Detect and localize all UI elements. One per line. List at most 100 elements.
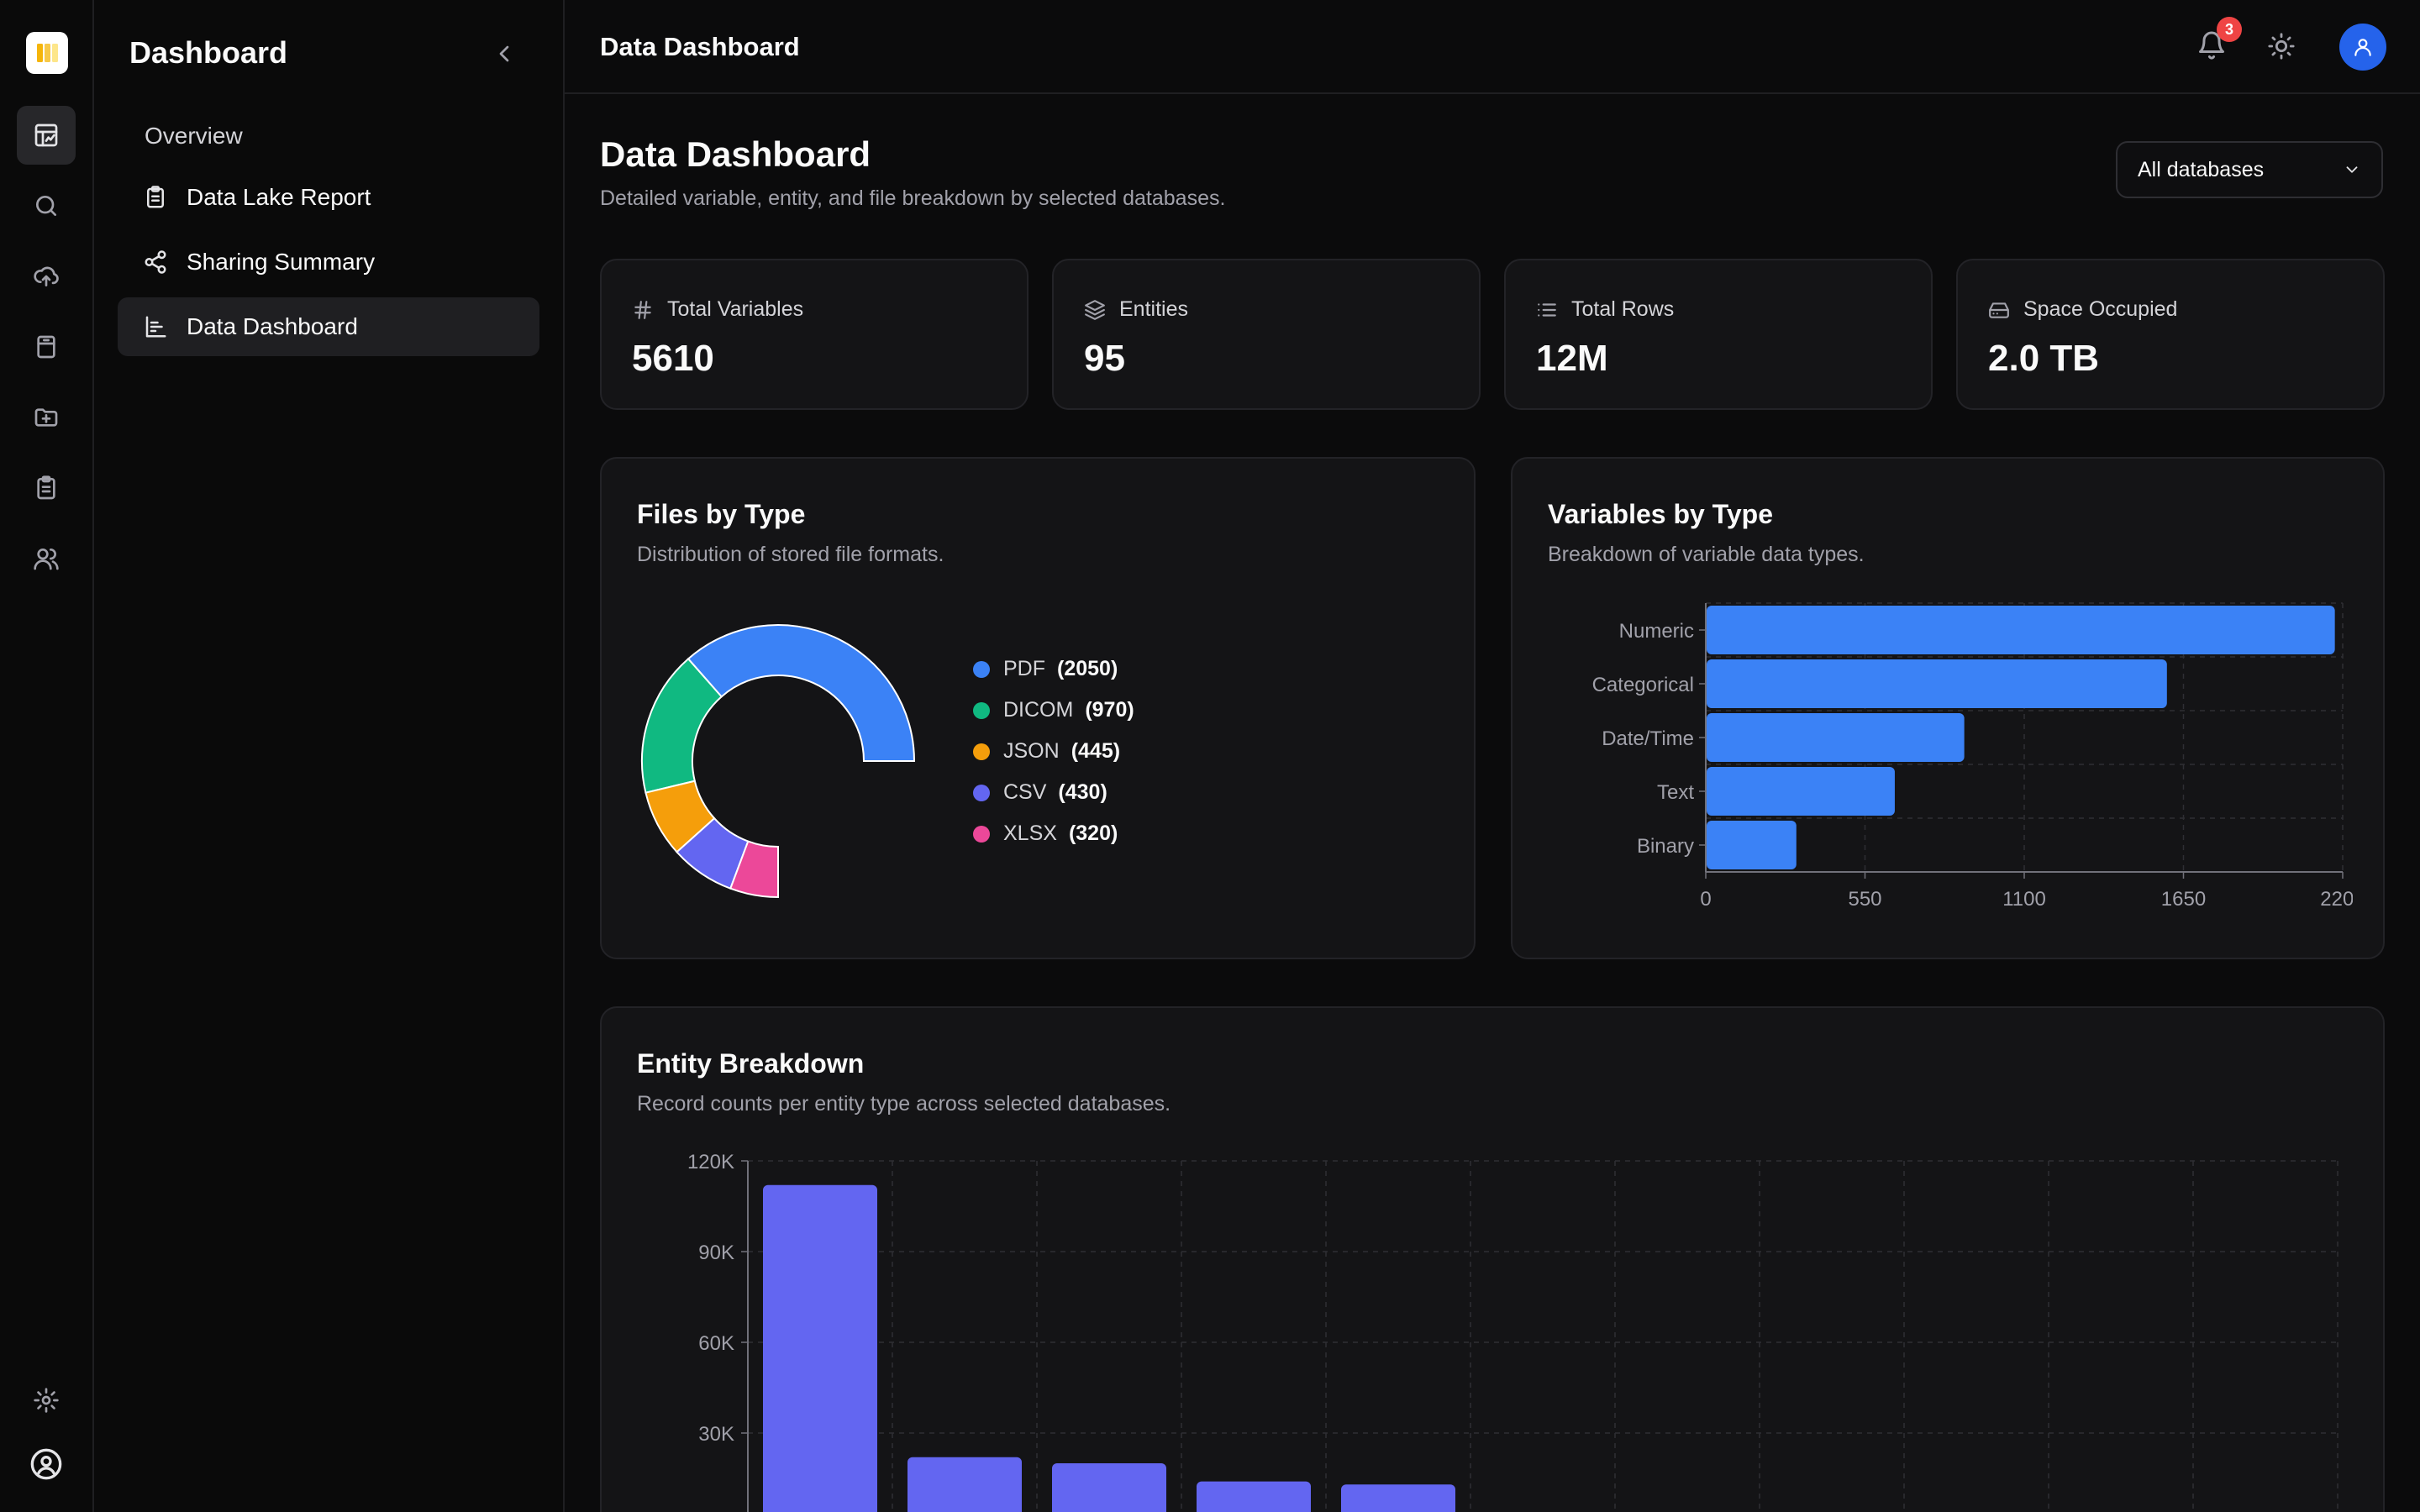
- entity-bar[interactable]: [763, 1184, 877, 1512]
- legend-swatch: [973, 784, 990, 801]
- legend-swatch: [973, 825, 990, 843]
- clipboard-icon: [147, 186, 164, 208]
- legend-label: XLSX: [1003, 822, 1057, 845]
- hard-drive-icon: [1989, 302, 2009, 318]
- stat-card-total-rows: Total Rows 12M: [1504, 259, 1933, 410]
- search-icon: [36, 196, 56, 216]
- list-icon: [1538, 302, 1556, 317]
- bar-text[interactable]: [1707, 767, 1895, 816]
- rail-dashboard-button[interactable]: [17, 106, 76, 165]
- stat-value: 5610: [632, 338, 714, 379]
- files-legend: PDF (2050) DICOM (970) JSON (445) CSV (430) XLSX…: [973, 648, 1134, 854]
- legend-swatch: [973, 660, 990, 678]
- rail-folder-button[interactable]: [17, 388, 76, 447]
- legend-item: PDF (2050): [973, 648, 1134, 690]
- legend-swatch: [973, 701, 990, 719]
- stat-value: 95: [1084, 338, 1125, 379]
- y-tick-label: Binary: [1637, 835, 1694, 858]
- database-select[interactable]: All databases: [2116, 141, 2383, 198]
- card-title: Entity Breakdown: [637, 1048, 865, 1079]
- layers-icon: [1085, 299, 1105, 320]
- legend-label: DICOM: [1003, 698, 1074, 722]
- bar-binary[interactable]: [1707, 821, 1797, 869]
- archive-icon: [37, 335, 55, 359]
- sidebar-item-data-lake-report[interactable]: Data Lake Report: [118, 168, 539, 227]
- entity-bar-chart: 30K 60K 90K 120K: [687, 1151, 2341, 1512]
- variables-by-type-card: Variables by Type Breakdown of variable …: [1511, 457, 2385, 959]
- user-icon: [2354, 39, 2371, 56]
- legend-value: (320): [1068, 822, 1118, 845]
- stat-label: Entities: [1119, 297, 1188, 321]
- y-tick-label: 30K: [698, 1423, 734, 1446]
- legend-item: JSON (445): [973, 731, 1134, 772]
- card-subtitle: Breakdown of variable data types.: [1548, 543, 1865, 566]
- sidebar-item-sharing-summary[interactable]: Sharing Summary: [118, 233, 539, 291]
- icon-rail: [0, 0, 94, 1512]
- bar-numeric[interactable]: [1707, 606, 2335, 654]
- files-donut-chart: [641, 624, 916, 899]
- bar-categorical[interactable]: [1707, 659, 2167, 708]
- sidebar-item-label: Data Dashboard: [187, 313, 358, 339]
- legend-label: CSV: [1003, 780, 1047, 804]
- user-icon: [30, 1448, 62, 1480]
- stat-card-total-variables: Total Variables 5610: [600, 259, 1028, 410]
- chevron-down-icon: [2346, 166, 2358, 173]
- variables-bar-chart: 0 550 1100 1650 2200 Numeric Categorical Date/T…: [1592, 602, 2353, 911]
- legend-value: (2050): [1057, 657, 1118, 680]
- clipboard-icon: [37, 475, 55, 500]
- app-logo[interactable]: [26, 32, 68, 74]
- sidebar-item-label: Data Lake Report: [187, 184, 371, 210]
- y-tick-label: Text: [1657, 781, 1694, 804]
- donut-slice-xlsx[interactable]: [729, 840, 779, 899]
- sidebar-item-data-dashboard[interactable]: Data Dashboard: [118, 297, 539, 356]
- rail-profile-button[interactable]: [17, 1435, 76, 1494]
- legend-item: XLSX (320): [973, 813, 1134, 854]
- share-icon: [145, 250, 166, 274]
- topbar-title: Data Dashboard: [600, 32, 800, 61]
- entity-bar[interactable]: [908, 1457, 1022, 1512]
- entity-bar[interactable]: [1052, 1463, 1166, 1512]
- rail-search-button[interactable]: [17, 176, 76, 235]
- page-subtitle: Detailed variable, entity, and file brea…: [600, 186, 1226, 210]
- rail-clipboard-button[interactable]: [17, 459, 76, 517]
- rail-settings-button[interactable]: [17, 1371, 76, 1430]
- y-tick-label: 90K: [698, 1242, 734, 1264]
- legend-label: JSON: [1003, 739, 1060, 763]
- notification-badge: 3: [2217, 17, 2242, 42]
- x-tick-label: 1650: [2161, 888, 2206, 911]
- legend-item: CSV (430): [973, 772, 1134, 813]
- stat-value: 2.0 TB: [1988, 338, 2100, 379]
- legend-item: DICOM (970): [973, 690, 1134, 731]
- avatar[interactable]: [2339, 24, 2386, 71]
- sun-icon[interactable]: [2267, 32, 2296, 60]
- rail-users-button[interactable]: [17, 529, 76, 588]
- database-select-value: All databases: [2138, 157, 2265, 181]
- x-tick-label: 550: [1848, 888, 1881, 911]
- y-tick-label: Date/Time: [1602, 727, 1694, 750]
- chevron-left-icon[interactable]: [491, 40, 518, 67]
- legend-label: PDF: [1003, 657, 1045, 680]
- stat-card-space-occupied: Space Occupied 2.0 TB: [1956, 259, 2385, 410]
- bar-chart-icon: [145, 316, 166, 338]
- donut-slice-pdf[interactable]: [687, 624, 916, 762]
- upload-icon: [34, 266, 59, 286]
- rail-archive-button[interactable]: [17, 318, 76, 376]
- x-tick-label: 2200: [2320, 888, 2353, 911]
- x-tick-label: 1100: [2002, 888, 2046, 911]
- folder-icon: [34, 408, 58, 427]
- x-tick-label: 0: [1700, 888, 1711, 911]
- entity-bar[interactable]: [1341, 1484, 1455, 1512]
- card-subtitle: Record counts per entity type across sel…: [637, 1092, 1171, 1116]
- bell-icon[interactable]: [2196, 30, 2227, 60]
- entity-bar[interactable]: [1197, 1481, 1311, 1512]
- rail-upload-button[interactable]: [17, 247, 76, 306]
- stat-value: 12M: [1536, 338, 1608, 379]
- top-bar: Data Dashboard 3: [565, 0, 2420, 94]
- bar-datetime[interactable]: [1707, 713, 1965, 762]
- dashboard-icon: [34, 123, 58, 147]
- sidebar-item-overview[interactable]: Overview: [145, 123, 243, 149]
- legend-value: (430): [1058, 780, 1107, 804]
- y-tick-label: Numeric: [1619, 620, 1694, 643]
- stat-card-entities: Entities 95: [1052, 259, 1481, 410]
- legend-swatch: [973, 743, 990, 760]
